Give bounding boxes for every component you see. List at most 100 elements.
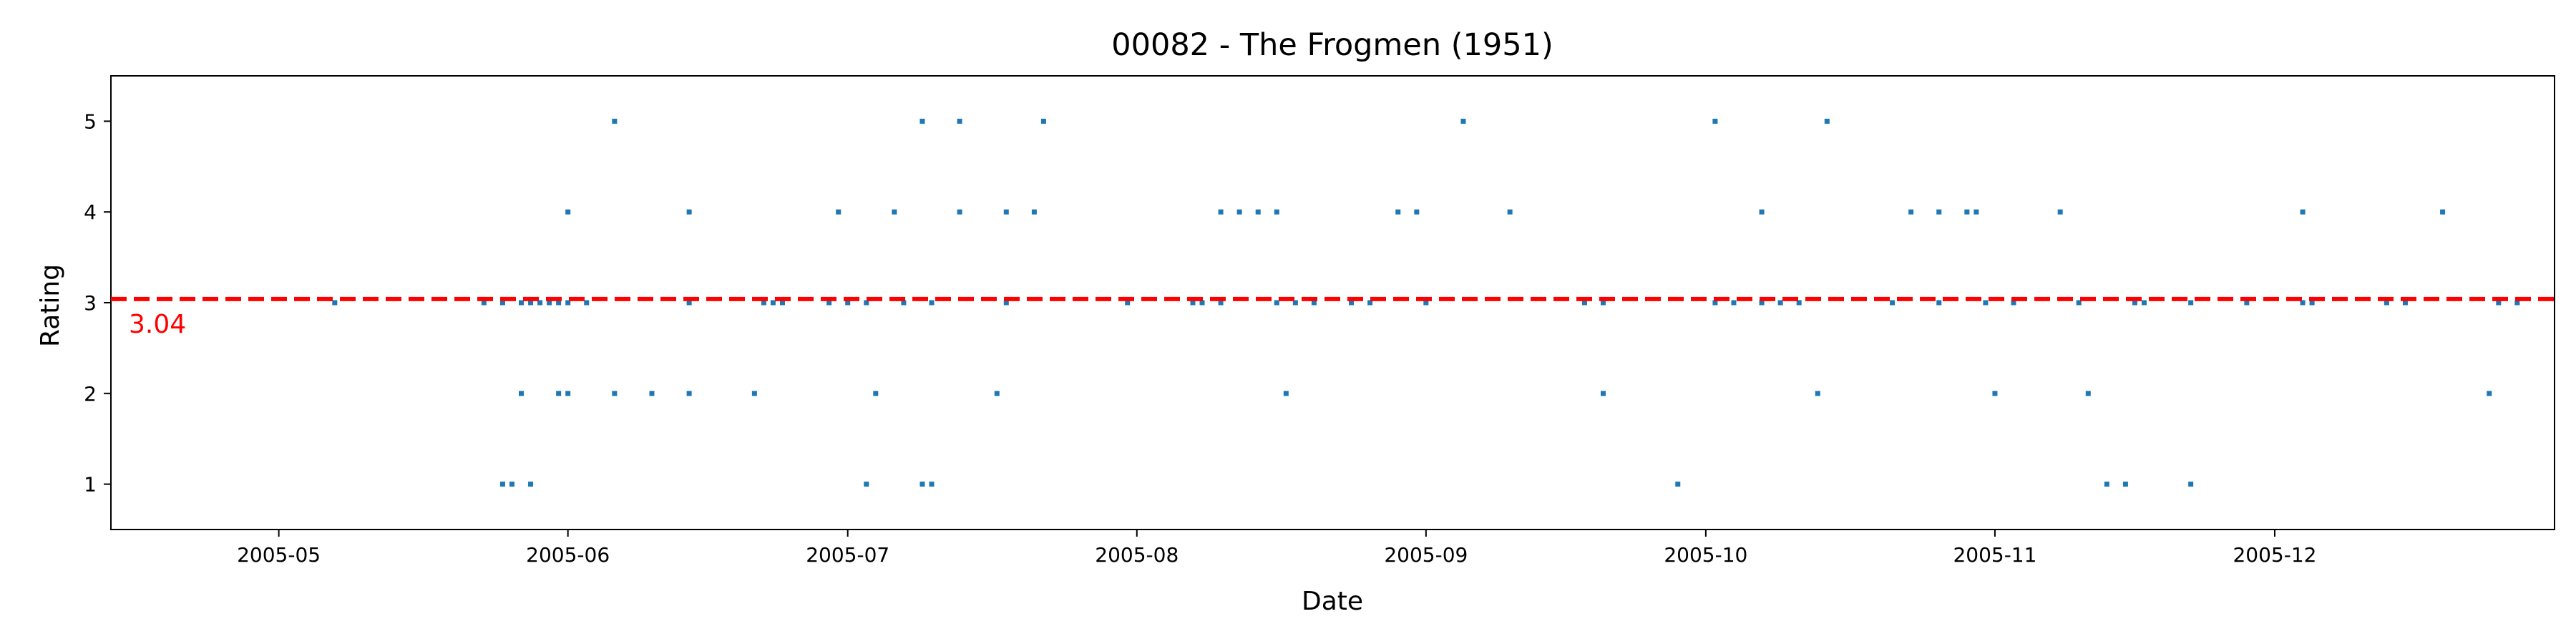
data-point	[1731, 300, 1737, 306]
data-point	[649, 391, 655, 396]
data-point	[1507, 209, 1513, 215]
data-point	[957, 209, 962, 215]
y-axis-label: Rating	[36, 264, 65, 347]
data-point	[1936, 300, 1942, 306]
data-point	[481, 300, 487, 306]
data-point	[845, 300, 851, 306]
data-point	[864, 300, 869, 306]
data-point	[1460, 118, 1466, 124]
data-point	[2402, 300, 2408, 306]
data-point	[565, 391, 571, 396]
data-point	[919, 482, 925, 487]
data-point	[2300, 209, 2306, 215]
data-point	[1311, 300, 1317, 306]
data-point	[873, 391, 879, 396]
x-tick-label: 2005-05	[237, 543, 321, 567]
data-point	[519, 300, 525, 306]
data-point	[994, 391, 1000, 396]
data-point	[1759, 209, 1765, 215]
data-point	[1936, 209, 1942, 215]
data-point	[2011, 300, 2016, 306]
data-point	[1003, 209, 1009, 215]
data-point	[547, 300, 552, 306]
data-point	[2384, 300, 2389, 306]
data-point	[1777, 300, 1783, 306]
data-point	[2104, 482, 2109, 487]
data-point	[2188, 300, 2194, 306]
data-point	[1218, 209, 1224, 215]
data-point	[2300, 300, 2306, 306]
data-point	[1796, 300, 1802, 306]
data-point	[751, 391, 757, 396]
data-point	[1675, 482, 1681, 487]
data-point	[761, 300, 766, 306]
data-point	[1600, 300, 1606, 306]
data-point	[1581, 300, 1587, 306]
data-point	[919, 118, 925, 124]
data-point	[1908, 209, 1914, 215]
data-point	[686, 209, 692, 215]
data-point	[2141, 300, 2147, 306]
data-point	[2309, 300, 2315, 306]
x-tick-label: 2005-09	[1384, 543, 1468, 567]
data-point	[2514, 300, 2520, 306]
x-tick-label: 2005-06	[526, 543, 610, 567]
data-point	[332, 300, 338, 306]
data-point	[2487, 391, 2492, 396]
data-point	[2122, 482, 2128, 487]
x-tick-label: 2005-10	[1664, 543, 1747, 567]
x-tick-label: 2005-12	[2233, 543, 2316, 567]
data-point	[1274, 209, 1279, 215]
y-tick-label: 1	[84, 473, 97, 497]
x-tick-label: 2005-07	[806, 543, 889, 567]
data-point	[929, 300, 935, 306]
data-point	[686, 391, 692, 396]
data-point	[2440, 209, 2446, 215]
x-axis-label: Date	[1302, 587, 1363, 616]
data-point	[2244, 300, 2250, 306]
data-point	[957, 118, 962, 124]
data-point	[509, 482, 514, 487]
data-point	[686, 300, 692, 306]
data-point	[1367, 300, 1373, 306]
data-point	[1815, 391, 1820, 396]
data-point	[1423, 300, 1429, 306]
data-point	[1712, 300, 1718, 306]
y-tick-label: 3	[84, 291, 97, 315]
x-tick-label: 2005-11	[1953, 543, 2036, 567]
data-point	[556, 300, 562, 306]
data-point	[1759, 300, 1765, 306]
y-axis: 1 2 3 4 5	[84, 109, 111, 497]
data-point	[1031, 209, 1037, 215]
data-point	[1712, 118, 1718, 124]
y-tick-label: 2	[84, 382, 97, 406]
data-point	[1964, 209, 1970, 215]
x-tick-label: 2005-08	[1095, 543, 1179, 567]
data-point	[1983, 300, 1989, 306]
data-point	[2076, 300, 2082, 306]
data-point	[901, 300, 907, 306]
data-point	[2188, 482, 2194, 487]
data-point	[612, 118, 618, 124]
data-point	[1274, 300, 1279, 306]
data-point	[1190, 300, 1196, 306]
data-point	[1414, 209, 1420, 215]
data-point	[1283, 391, 1289, 396]
data-point	[519, 391, 525, 396]
data-point	[2132, 300, 2137, 306]
data-point	[1395, 209, 1401, 215]
data-point	[770, 300, 776, 306]
data-point	[2057, 209, 2063, 215]
data-point	[1600, 391, 1606, 396]
data-point	[929, 482, 935, 487]
plot-area	[332, 118, 2520, 487]
data-point	[1824, 118, 1830, 124]
data-point	[1003, 300, 1009, 306]
data-point	[1125, 300, 1131, 306]
y-tick-label: 5	[84, 109, 97, 133]
data-point	[864, 482, 869, 487]
chart-title: 00082 - The Frogmen (1951)	[1111, 27, 1553, 63]
data-point	[1199, 300, 1205, 306]
plot-frame	[110, 75, 2555, 530]
